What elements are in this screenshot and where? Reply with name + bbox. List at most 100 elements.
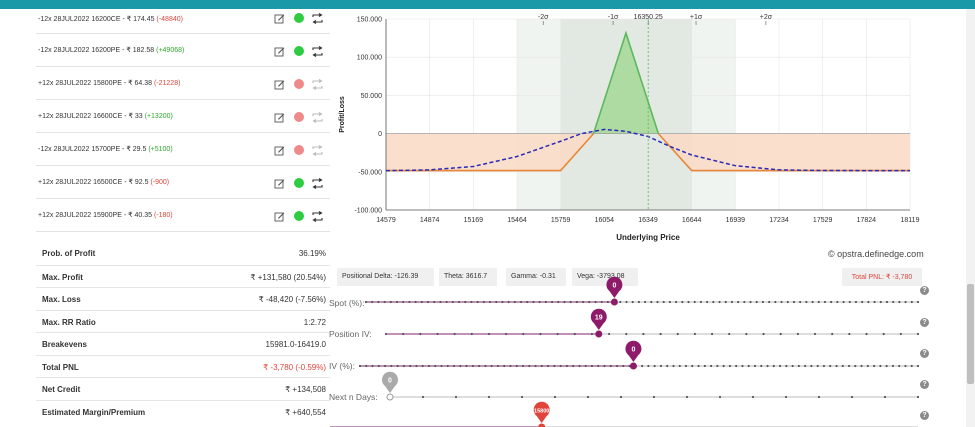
slider-value-pin xyxy=(625,340,642,362)
slider-handle[interactable] xyxy=(595,330,603,338)
inactive-toggle-icon[interactable] xyxy=(294,112,304,122)
swap-icon[interactable] xyxy=(311,79,324,90)
inactive-toggle-icon[interactable] xyxy=(294,79,304,89)
slider-tick xyxy=(743,300,746,304)
edit-icon[interactable] xyxy=(274,112,285,123)
slider-tick xyxy=(505,332,508,336)
slider-tick xyxy=(710,332,714,336)
slider-tick xyxy=(882,332,885,336)
y-tick-label: -50.000 xyxy=(358,169,382,176)
edit-icon[interactable] xyxy=(274,178,285,189)
slider-tick xyxy=(388,395,392,399)
stat-row: Max. RR Ratio 1:2.72 xyxy=(36,309,330,333)
stat-row: Total PNL ₹ -3,780 (-0.59%) xyxy=(36,354,330,378)
slider-tick xyxy=(668,300,672,304)
slider-tick xyxy=(684,364,688,368)
edit-icon[interactable] xyxy=(274,79,285,90)
x-tick-label: 16644 xyxy=(682,217,702,224)
slider-tick xyxy=(666,364,669,368)
active-toggle-icon[interactable] xyxy=(294,178,304,188)
slider-tick xyxy=(685,395,689,399)
stat-value: ₹ -3,780 (-0.59%) xyxy=(263,362,326,372)
y-tick-label: 50.000 xyxy=(361,93,383,100)
slider-tick xyxy=(389,300,392,304)
slider-tick xyxy=(722,364,725,368)
slider-tick xyxy=(644,300,647,304)
slider-tick xyxy=(804,364,807,368)
spot-help-icon[interactable]: ? xyxy=(920,286,929,295)
slider-tick xyxy=(650,300,653,304)
strike-help-icon[interactable]: ? xyxy=(920,411,929,420)
slider-tick xyxy=(503,364,506,368)
slider-handle[interactable] xyxy=(629,362,637,370)
iv-help-icon[interactable]: ? xyxy=(920,349,929,358)
slider-tick xyxy=(396,364,399,368)
active-toggle-icon[interactable] xyxy=(294,13,304,23)
slider-tick xyxy=(706,300,709,304)
leg-row: +12x 28JUL2022 16600CE - ₹ 33 (+13200) xyxy=(36,100,330,133)
active-toggle-icon[interactable] xyxy=(294,211,304,221)
leg-description: -12x 28JUL2022 16200PE - ₹ 182.58 (+4906… xyxy=(38,46,184,54)
slider-tick xyxy=(534,364,537,368)
slider-tick xyxy=(860,364,863,368)
swap-icon[interactable] xyxy=(311,112,324,123)
expiry-payoff-line xyxy=(386,133,595,172)
slider-tick xyxy=(440,364,443,368)
swap-icon[interactable] xyxy=(311,46,324,57)
vega-value: Vega: -3793.08 xyxy=(572,268,638,286)
slider-tick xyxy=(659,364,663,368)
swap-icon[interactable] xyxy=(311,211,324,222)
slider-tick xyxy=(747,364,750,368)
slider-tick xyxy=(625,332,628,336)
active-toggle-icon[interactable] xyxy=(294,46,304,56)
edit-icon[interactable] xyxy=(274,13,285,24)
slider-tick xyxy=(402,332,405,336)
slider-tick xyxy=(625,300,628,304)
inactive-toggle-icon[interactable] xyxy=(294,145,304,155)
edit-icon[interactable] xyxy=(274,211,285,222)
slider-tick xyxy=(745,332,748,336)
slider-tick xyxy=(778,364,782,368)
slider-tick xyxy=(830,300,833,304)
x-tick-label: 16349 xyxy=(638,217,658,224)
slider-tick xyxy=(426,300,430,304)
slider-tick xyxy=(647,364,650,368)
days-help-icon[interactable]: ? xyxy=(920,380,929,389)
sigma-label: +2σ xyxy=(760,14,773,21)
scrollbar-thumb[interactable] xyxy=(967,284,974,384)
edit-icon[interactable] xyxy=(274,145,285,156)
slider-tick xyxy=(408,300,411,304)
leg-row: +12x 28JUL2022 15800PE - ₹ 64.38 (-21228… xyxy=(36,67,330,100)
vertical-scrollbar[interactable] xyxy=(966,9,975,427)
position-iv-help-icon[interactable]: ? xyxy=(920,318,929,327)
swap-icon[interactable] xyxy=(311,178,324,189)
slider-tick xyxy=(453,332,456,336)
slider-handle[interactable] xyxy=(538,423,546,427)
slider-tick xyxy=(539,332,542,336)
slider-tick xyxy=(509,364,512,368)
slider-tick xyxy=(526,300,529,304)
stat-row: Prob. of Profit 36.19% xyxy=(36,242,330,265)
slider-tick xyxy=(898,364,901,368)
slider-tick xyxy=(622,364,625,368)
slider-handle[interactable] xyxy=(386,393,394,401)
slider-tick xyxy=(710,364,713,368)
slider-tick xyxy=(421,364,424,368)
slider-tick xyxy=(501,300,504,304)
leg-details: +12x 28JUL2022 15800PE - ₹ 64.38 xyxy=(38,80,153,87)
slider-tick xyxy=(628,364,631,368)
slider-value-pin xyxy=(382,371,398,393)
slider-tick xyxy=(607,332,611,336)
slider-tick xyxy=(371,300,374,304)
slider-handle[interactable] xyxy=(610,298,618,306)
slider-tick xyxy=(519,300,523,304)
today-payoff-line xyxy=(385,128,910,172)
sigma-label: 16350.25 xyxy=(634,14,663,21)
swap-icon[interactable] xyxy=(311,13,324,24)
stat-row: Max. Profit ₹ +131,580 (20.54%) xyxy=(36,264,330,288)
swap-icon[interactable] xyxy=(311,145,324,156)
slider-tick xyxy=(573,332,576,336)
slider-tick xyxy=(879,300,882,304)
edit-icon[interactable] xyxy=(274,46,285,57)
slider-tick xyxy=(842,300,845,304)
